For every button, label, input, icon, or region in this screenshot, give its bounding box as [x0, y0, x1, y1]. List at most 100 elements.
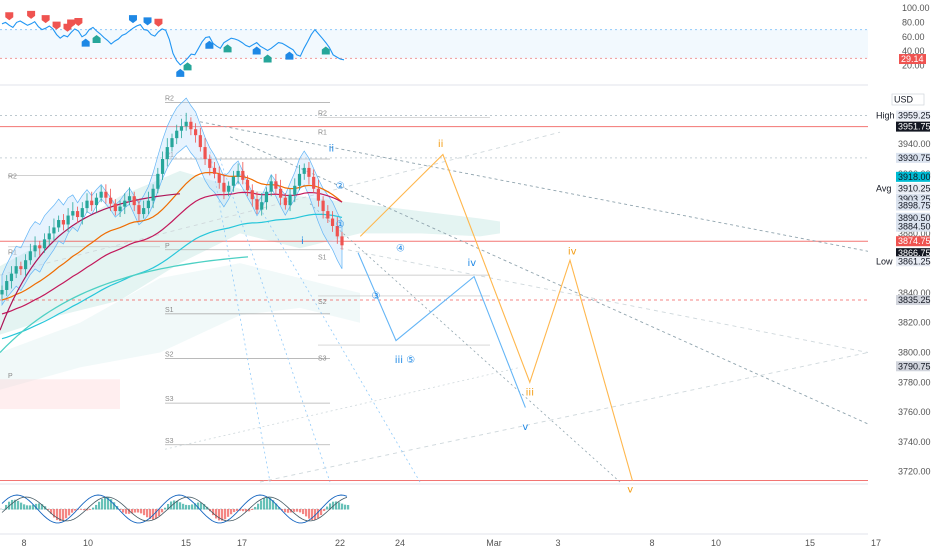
osc-histogram-bar — [71, 509, 74, 513]
wave-label-blue: v — [522, 422, 528, 433]
price-tag — [896, 121, 930, 132]
osc-histogram-bar — [83, 509, 86, 511]
osc-up-marker — [321, 46, 330, 55]
osc-histogram-bar — [317, 509, 320, 519]
price-tick-label: 3820.00 — [898, 318, 931, 328]
time-tick-label: 24 — [395, 538, 405, 548]
moving-average-cyan — [1, 213, 343, 340]
price-tag — [896, 236, 930, 247]
osc-current-tag — [899, 54, 926, 65]
osc-histogram-bar — [20, 502, 23, 510]
candle-body — [307, 167, 311, 177]
osc-fast-line — [1, 496, 348, 522]
price-tag — [896, 110, 930, 121]
candle-body — [227, 185, 231, 192]
time-tick-label: 15 — [805, 538, 815, 548]
osc-histogram-bar — [284, 509, 287, 513]
time-axis[interactable]: 8 10 15 17 22 24 Mar 3 8 10 15 17 — [21, 538, 881, 548]
osc-histogram-bar — [230, 509, 233, 515]
price-tick-label: 3940.00 — [898, 139, 931, 149]
candle-body — [24, 260, 28, 270]
osc-histogram-bar — [17, 500, 20, 510]
candle-body — [132, 196, 136, 206]
price-tick-label: 3800.00 — [898, 347, 931, 357]
osc-histogram-bar — [119, 509, 122, 510]
price-tick-label: 3740.00 — [898, 437, 931, 447]
candle-body — [184, 121, 188, 127]
time-tick-label: 8 — [21, 538, 26, 548]
osc-histogram-bar — [269, 497, 272, 510]
price-tick-label: 3880.00 — [898, 228, 931, 238]
price-tag — [896, 361, 930, 372]
wave-label-blue: ① — [336, 219, 345, 230]
osc-down-marker — [27, 10, 36, 19]
pivot-label: R2 — [8, 173, 17, 180]
price-prefix-bg — [872, 256, 896, 267]
candle-body — [335, 225, 339, 237]
osc-histogram-bar — [194, 503, 197, 510]
osc-histogram-bar — [134, 509, 137, 513]
price-tag — [896, 200, 930, 211]
osc-histogram-bar — [191, 504, 194, 510]
osc-up-marker — [223, 44, 232, 53]
candle-body — [269, 181, 273, 192]
osc-histogram-bar — [236, 509, 239, 511]
candle-body — [33, 245, 37, 252]
pivot-label: S1 — [318, 254, 327, 261]
osc-histogram-bar — [56, 509, 59, 521]
osc-down-marker — [154, 18, 163, 27]
price-tag-label: 3903.25 — [898, 194, 931, 204]
osc-histogram-bar — [149, 509, 152, 519]
candle-body — [316, 188, 320, 201]
candle-body — [66, 215, 70, 225]
osc-histogram-bar — [221, 509, 224, 521]
candle-body — [71, 211, 75, 216]
osc-histogram-bar — [68, 509, 71, 516]
price-tag — [896, 248, 930, 259]
osc-histogram-bar — [47, 509, 50, 510]
osc-up-marker — [285, 51, 294, 60]
price-prefix-label: Avg — [876, 183, 891, 193]
candle-body — [5, 281, 9, 290]
candle-body — [326, 211, 330, 219]
candle-body — [57, 220, 61, 228]
top-oscillator-pane[interactable] — [0, 10, 868, 77]
price-tick-label: 3760.00 — [898, 407, 931, 417]
osc-histogram-bar — [344, 504, 347, 510]
osc-histogram-bar — [107, 497, 110, 510]
pivot-label: R1 — [165, 152, 174, 159]
pivot-label: S2 — [165, 351, 174, 358]
candle-body — [222, 182, 226, 192]
price-prefix-label: Low — [876, 256, 893, 266]
candle-body — [52, 227, 56, 234]
time-tick-label: 8 — [649, 538, 654, 548]
pivot-label: S3 — [165, 396, 174, 403]
pivot-label: P — [165, 243, 170, 250]
osc-histogram-bar — [164, 507, 167, 510]
osc-histogram-bar — [113, 502, 116, 510]
candle-body — [109, 197, 113, 204]
osc-down-marker — [5, 12, 14, 21]
candle-body — [61, 220, 65, 225]
trend-line — [219, 158, 331, 483]
osc-histogram-bar — [296, 509, 299, 512]
osc-histogram-bar — [278, 507, 281, 510]
price-tag-label: 3790.75 — [898, 361, 931, 371]
osc-histogram-bar — [233, 509, 236, 513]
candle-body — [9, 273, 14, 282]
osc-histogram-bar — [272, 500, 275, 510]
osc-histogram-bar — [29, 505, 32, 510]
osc-histogram-bar — [257, 503, 260, 510]
osc-histogram-bar — [242, 509, 245, 512]
osc-up-marker — [263, 54, 272, 63]
axis-background — [868, 0, 932, 550]
price-tag-label: 3910.25 — [898, 183, 931, 193]
osc-histogram-bar — [182, 503, 185, 510]
trend-line — [209, 151, 271, 483]
osc-line — [1, 20, 345, 66]
osc-histogram-bar — [32, 504, 35, 510]
price-tick-label: 3780.00 — [898, 377, 931, 387]
